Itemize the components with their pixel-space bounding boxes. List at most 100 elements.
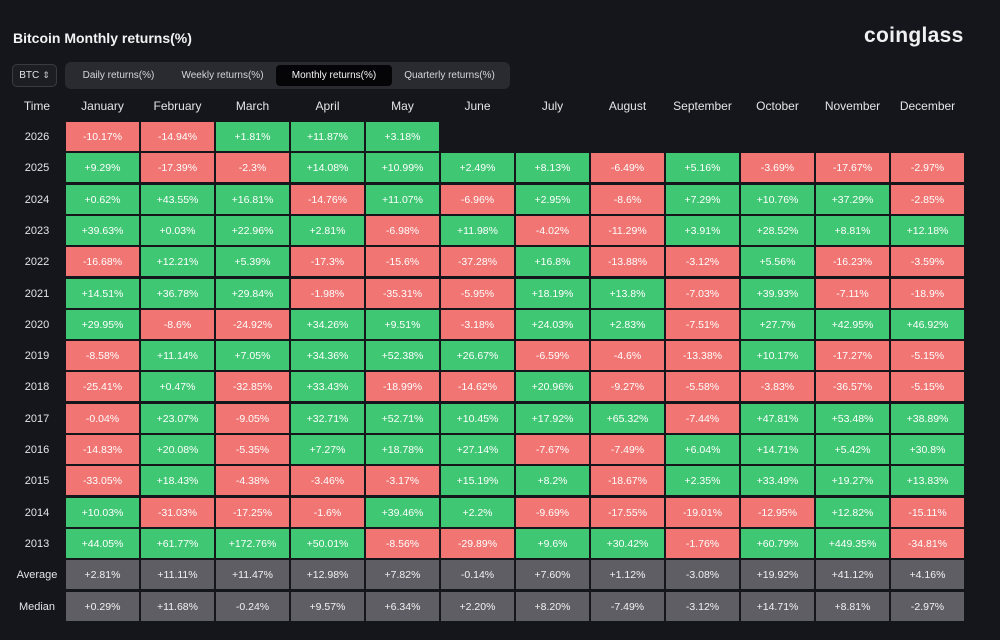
return-cell: -5.15% xyxy=(891,341,964,370)
return-cell: -0.14% xyxy=(441,560,514,589)
return-cell: -3.12% xyxy=(666,247,739,276)
return-cell: +44.05% xyxy=(66,529,139,558)
return-cell: +43.55% xyxy=(141,185,214,214)
return-cell: -8.56% xyxy=(366,529,439,558)
return-cell: -9.69% xyxy=(516,498,589,527)
return-cell: +1.81% xyxy=(216,122,289,151)
return-cell: +2.35% xyxy=(666,466,739,495)
return-cell: +7.82% xyxy=(366,560,439,589)
return-cell: +23.07% xyxy=(141,404,214,433)
return-cell: +50.01% xyxy=(291,529,364,558)
return-cell: -3.83% xyxy=(741,372,814,401)
return-cell: +0.03% xyxy=(141,216,214,245)
return-cell: +5.56% xyxy=(741,247,814,276)
month-header-march: March xyxy=(235,99,270,113)
return-cell: -7.11% xyxy=(816,279,889,308)
return-cell: +12.18% xyxy=(891,216,964,245)
row-label-2016: 2016 xyxy=(24,443,50,456)
coin-select[interactable]: BTC ⇕ xyxy=(12,64,57,87)
tab-quarterly-returns[interactable]: Quarterly returns(%) xyxy=(404,70,495,81)
return-cell: +8.81% xyxy=(816,592,889,621)
return-cell: +10.45% xyxy=(441,404,514,433)
month-header-august: August xyxy=(608,99,647,113)
return-cell: -6.49% xyxy=(591,153,664,182)
return-cell: +41.12% xyxy=(816,560,889,589)
return-cell: +30.8% xyxy=(891,435,964,464)
return-cell: -1.76% xyxy=(666,529,739,558)
month-header-may: May xyxy=(391,99,414,113)
row-label-median: Median xyxy=(18,600,56,613)
return-cell: -2.85% xyxy=(891,185,964,214)
row-label-2024: 2024 xyxy=(24,193,50,206)
return-cell: +53.48% xyxy=(816,404,889,433)
tab-weekly-returns[interactable]: Weekly returns(%) xyxy=(181,70,264,81)
return-cell: +28.52% xyxy=(741,216,814,245)
return-cell: +11.11% xyxy=(141,560,214,589)
return-cell: -9.27% xyxy=(591,372,664,401)
return-cell: -2.97% xyxy=(891,153,964,182)
return-cell: -17.67% xyxy=(816,153,889,182)
row-label-2013: 2013 xyxy=(24,537,50,550)
return-cell: -1.98% xyxy=(291,279,364,308)
tab-monthly-returns[interactable]: Monthly returns(%) xyxy=(276,65,392,86)
return-cell: +0.62% xyxy=(66,185,139,214)
return-cell: -2.3% xyxy=(216,153,289,182)
return-cell: +14.71% xyxy=(741,435,814,464)
return-cell: +34.26% xyxy=(291,310,364,339)
return-cell: +12.21% xyxy=(141,247,214,276)
return-cell: +0.47% xyxy=(141,372,214,401)
returns-period-tabs: Daily returns(%) Weekly returns(%) Month… xyxy=(65,62,510,89)
return-cell: +20.08% xyxy=(141,435,214,464)
return-cell: -24.92% xyxy=(216,310,289,339)
return-cell: -4.38% xyxy=(216,466,289,495)
return-cell: -17.55% xyxy=(591,498,664,527)
tab-daily-returns[interactable]: Daily returns(%) xyxy=(82,70,155,81)
return-cell: -7.49% xyxy=(591,592,664,621)
return-cell: -25.41% xyxy=(66,372,139,401)
return-cell: +39.63% xyxy=(66,216,139,245)
row-label-2022: 2022 xyxy=(24,255,50,268)
return-cell: +2.81% xyxy=(66,560,139,589)
return-cell: +52.71% xyxy=(366,404,439,433)
return-cell: +13.83% xyxy=(891,466,964,495)
row-label-2020: 2020 xyxy=(24,318,50,331)
return-cell: +61.77% xyxy=(141,529,214,558)
return-cell: -4.6% xyxy=(591,341,664,370)
return-cell: -5.58% xyxy=(666,372,739,401)
return-cell: +37.29% xyxy=(816,185,889,214)
return-cell: +2.20% xyxy=(441,592,514,621)
return-cell: -7.49% xyxy=(591,435,664,464)
return-cell: -8.58% xyxy=(66,341,139,370)
row-label-2026: 2026 xyxy=(24,130,50,143)
return-cell: +60.79% xyxy=(741,529,814,558)
return-cell: +11.68% xyxy=(141,592,214,621)
return-cell: +9.57% xyxy=(291,592,364,621)
return-cell: +26.67% xyxy=(441,341,514,370)
return-cell: +19.27% xyxy=(816,466,889,495)
return-cell: -34.81% xyxy=(891,529,964,558)
return-cell: -3.59% xyxy=(891,247,964,276)
return-cell: +19.92% xyxy=(741,560,814,589)
brand-logo[interactable]: coinglass xyxy=(864,24,964,47)
return-cell: +39.46% xyxy=(366,498,439,527)
return-cell: -10.17% xyxy=(66,122,139,151)
return-cell: -31.03% xyxy=(141,498,214,527)
month-header-july: July xyxy=(541,99,564,113)
return-cell: -14.76% xyxy=(291,185,364,214)
return-cell: +2.95% xyxy=(516,185,589,214)
return-cell: +2.83% xyxy=(591,310,664,339)
row-label-2021: 2021 xyxy=(24,287,50,300)
return-cell: -3.17% xyxy=(366,466,439,495)
return-cell: +38.89% xyxy=(891,404,964,433)
return-cell: +27.14% xyxy=(441,435,514,464)
return-cell: -11.29% xyxy=(591,216,664,245)
return-cell: +32.71% xyxy=(291,404,364,433)
return-cell: +12.98% xyxy=(291,560,364,589)
return-cell: +0.29% xyxy=(66,592,139,621)
return-cell: -5.95% xyxy=(441,279,514,308)
return-cell: +14.08% xyxy=(291,153,364,182)
return-cell: +39.93% xyxy=(741,279,814,308)
return-cell: +7.29% xyxy=(666,185,739,214)
return-cell: +27.7% xyxy=(741,310,814,339)
